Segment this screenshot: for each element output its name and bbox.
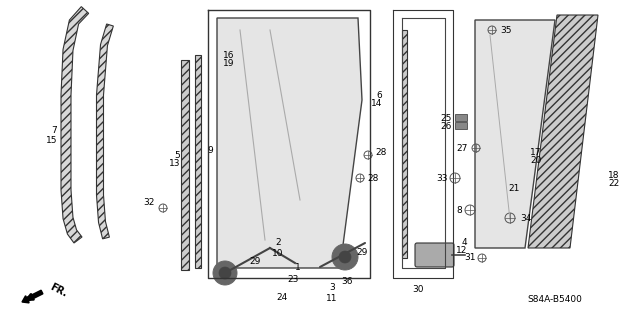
Circle shape: [213, 261, 237, 285]
Polygon shape: [61, 7, 89, 243]
Text: 26: 26: [440, 122, 452, 131]
Text: 22: 22: [608, 179, 619, 188]
FancyArrow shape: [22, 290, 43, 303]
Text: 28: 28: [375, 148, 386, 156]
Text: 7: 7: [51, 125, 57, 134]
Text: 34: 34: [520, 213, 531, 222]
Polygon shape: [528, 15, 598, 248]
Text: 30: 30: [412, 285, 424, 294]
Text: 13: 13: [168, 158, 180, 167]
Polygon shape: [403, 30, 408, 258]
Text: 27: 27: [457, 143, 468, 153]
Text: 29: 29: [357, 247, 368, 257]
Text: 19: 19: [223, 59, 234, 68]
Polygon shape: [96, 24, 113, 239]
Text: 16: 16: [223, 51, 234, 60]
Text: 24: 24: [277, 293, 288, 302]
Polygon shape: [217, 18, 362, 268]
Text: 5: 5: [175, 150, 180, 159]
Text: 1: 1: [295, 263, 301, 273]
Circle shape: [339, 251, 351, 263]
Text: 6: 6: [376, 91, 382, 100]
Circle shape: [332, 244, 358, 270]
Text: 36: 36: [341, 277, 353, 286]
Text: 15: 15: [45, 135, 57, 145]
Text: 25: 25: [440, 114, 452, 123]
Text: 2
10: 2 10: [272, 238, 284, 258]
Text: 9: 9: [207, 146, 213, 155]
Text: 23: 23: [287, 276, 299, 284]
Text: 20: 20: [530, 156, 541, 164]
Text: 8: 8: [456, 205, 462, 214]
Polygon shape: [195, 55, 201, 268]
Text: 21: 21: [508, 183, 519, 193]
Text: S84A-B5400: S84A-B5400: [527, 295, 583, 305]
Text: 29: 29: [249, 258, 261, 267]
FancyBboxPatch shape: [415, 243, 454, 267]
Text: 35: 35: [500, 26, 512, 35]
Text: 17: 17: [530, 148, 542, 156]
Text: 33: 33: [437, 173, 448, 182]
Text: 28: 28: [367, 173, 379, 182]
Text: 32: 32: [144, 197, 155, 206]
Text: 14: 14: [370, 99, 382, 108]
Bar: [455, 122, 467, 129]
Text: 18: 18: [608, 171, 619, 180]
Text: 3
11: 3 11: [326, 283, 338, 303]
Text: FR.: FR.: [48, 282, 69, 299]
Polygon shape: [475, 20, 555, 248]
Bar: [455, 114, 467, 121]
Text: 4: 4: [461, 237, 467, 246]
Polygon shape: [181, 60, 189, 270]
Circle shape: [219, 267, 231, 279]
Text: 12: 12: [455, 245, 467, 254]
Text: 31: 31: [464, 253, 476, 262]
